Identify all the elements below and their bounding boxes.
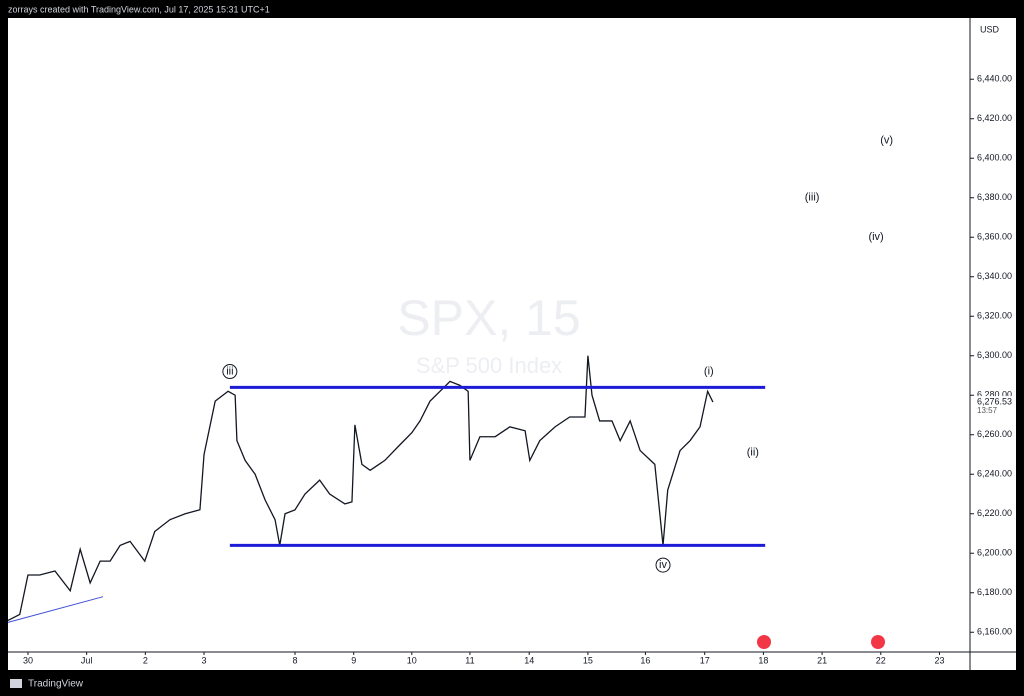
y-tick-label: 6,160.00 <box>977 627 1012 637</box>
y-tick-label: 6,200.00 <box>977 548 1012 558</box>
last-price-label: 6,276.53 <box>977 396 1012 406</box>
x-tick-label: 21 <box>817 655 827 665</box>
x-tick-label: 10 <box>407 655 417 665</box>
y-tick-label: 6,240.00 <box>977 469 1012 479</box>
x-tick-label: 3 <box>202 655 207 665</box>
header-text: zorrays created with TradingView.com, Ju… <box>8 4 270 14</box>
event-icon[interactable] <box>757 635 771 649</box>
wave-circle <box>655 557 671 573</box>
wave-label: (i) <box>704 365 714 377</box>
x-tick-label: 18 <box>758 655 768 665</box>
footer-brand: TradingView <box>28 679 84 690</box>
x-tick-label: 14 <box>524 655 534 665</box>
wave-label: (v) <box>880 134 893 146</box>
y-tick-label: 6,400.00 <box>977 153 1012 163</box>
trend-line <box>7 596 104 623</box>
wave-label: iv <box>659 559 667 571</box>
x-tick-label: 16 <box>640 655 650 665</box>
watermark-title: SPX, 15 <box>397 290 580 346</box>
x-tick-label: 22 <box>876 655 886 665</box>
event-icon[interactable] <box>871 635 885 649</box>
y-tick-label: 6,340.00 <box>977 271 1012 281</box>
x-tick-label: 23 <box>934 655 944 665</box>
y-tick-label: 6,380.00 <box>977 192 1012 202</box>
wave-label: (iii) <box>805 192 820 204</box>
last-price-box <box>972 396 1016 417</box>
wave-label: iii <box>226 365 233 377</box>
y-tick-label: 6,440.00 <box>977 74 1012 84</box>
x-tick-label: Jul <box>81 655 93 665</box>
x-tick-label: 2 <box>143 655 148 665</box>
y-tick-label: 6,260.00 <box>977 429 1012 439</box>
y-tick-label: 6,180.00 <box>977 587 1012 597</box>
y-tick-label: 6,300.00 <box>977 350 1012 360</box>
y-tick-label: 6,220.00 <box>977 508 1012 518</box>
y-tick-label: 6,320.00 <box>977 311 1012 321</box>
price-line <box>7 355 714 621</box>
x-tick-label: 30 <box>23 655 33 665</box>
wave-circle <box>222 364 238 380</box>
x-tick-label: 17 <box>700 655 710 665</box>
wave-label: (iv) <box>868 231 883 243</box>
x-tick-label: 15 <box>583 655 593 665</box>
y-tick-label: 6,280.00 <box>977 390 1012 400</box>
event-icons <box>757 635 885 649</box>
countdown: 13:57 <box>977 406 998 415</box>
x-tick-label: 11 <box>465 655 474 665</box>
x-tick-label: 9 <box>351 655 356 665</box>
chart-panel <box>8 18 1016 670</box>
y-tick-label: 6,360.00 <box>977 232 1012 242</box>
wave-label: (ii) <box>747 446 759 458</box>
brand-logo <box>10 679 22 688</box>
y-tick-label: 6,420.00 <box>977 113 1012 123</box>
x-tick-label: 8 <box>293 655 298 665</box>
watermark-subtitle: S&P 500 Index <box>416 353 562 378</box>
currency: USD <box>980 24 1000 34</box>
